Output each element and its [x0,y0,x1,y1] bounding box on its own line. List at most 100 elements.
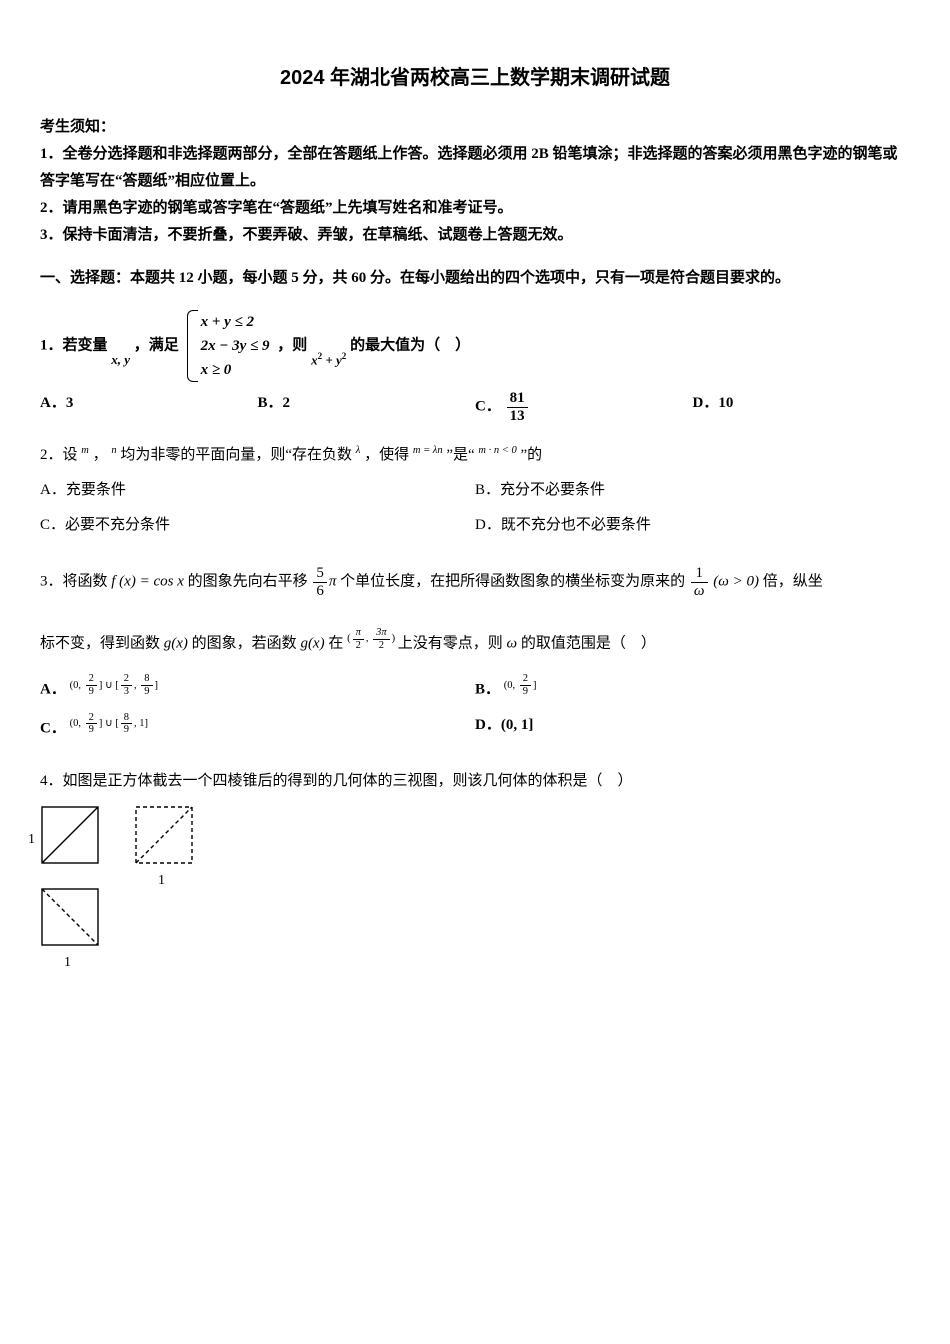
q3-id2: 2 [373,640,390,652]
q2-mid1: 均为非零的平面向量，则“存在负数 [120,447,352,463]
q1-mid2: ，则 [277,337,307,353]
q3a-t1: (0, [70,680,84,691]
q3c-t1: (0, [70,718,84,729]
q1-target-plus: + y [322,352,342,367]
q3-pi: π [329,573,337,589]
q3c-t2: ] ∪ [ [99,718,119,729]
q4-label-1: 1 [28,827,35,852]
q1-optc-num: 81 [507,390,528,408]
q2-mid3: ”是“ [446,447,474,463]
q1-c1: x + y ≤ 2 [201,310,270,334]
question-1: 1．若变量 x, y ，满足 x + y ≤ 2 2x − 3y ≤ 9 x ≥… [40,310,910,382]
q4-front-view: 1 [40,805,110,875]
q1-opt-b: B．2 [258,390,476,424]
q1-opt-a: A．3 [40,390,258,424]
q1-vars: x, y [111,348,130,371]
q3d: D．(0, 1] [475,717,533,733]
q3-int-r: ) [392,633,396,644]
q3-opt-d: D．(0, 1] [475,712,910,742]
q3-opt-a: A． (0, 29] ∪ [23, 89] [40,673,475,703]
q2-mid2: ，使得 [364,447,409,463]
q3-cond: (ω > 0) [713,573,759,589]
q1-target: x2 + y2 [311,348,346,372]
q3a-d3: 9 [141,686,152,698]
q1-optc-den: 13 [507,408,528,425]
q2-mid4: ”的 [520,447,542,463]
q4-label-2: 1 [158,868,165,893]
q3a-t3: , [134,680,139,691]
q4-three-views: 1 1 1 [40,805,910,957]
q1-c3: x ≥ 0 [201,358,270,382]
q3c-pre: C． [40,720,66,736]
q2-pre: 2．设 [40,447,78,463]
q1-mid1: ，满足 [134,337,179,353]
q3b-t1: (0, [504,680,518,691]
q3c-t3: , 1] [134,718,148,729]
q3-isep: , [366,633,371,644]
q1-opt-d: D．10 [693,390,911,424]
q3-g2: g(x) [300,635,324,651]
q2-opt-d: D．既不充分也不必要条件 [475,512,910,539]
q2-n: n [111,445,116,456]
q4-front-svg [40,805,100,865]
q3b-n1: 2 [520,673,531,686]
notice-head: 考生须知： [40,114,910,141]
notice-1: 1．全卷分选择题和非选择题两部分，全部在答题纸上作答。选择题必须用 2B 铅笔填… [40,141,910,195]
q2-comma: ， [93,447,108,463]
section-1-head: 一、选择题：本题共 12 小题，每小题 5 分，共 60 分。在每小题给出的四个… [40,265,910,292]
q3-shift-den: 6 [313,583,327,600]
question-2: 2．设 m ， n 均为非零的平面向量，则“存在负数 λ ，使得 m = λn … [40,442,910,469]
q3-l2b: 的图象，若函数 [192,635,297,651]
q2-m: m [81,445,89,456]
q3-mid3: 倍，纵坐 [763,573,823,589]
q1-optc-pre: C． [475,398,501,414]
q3c-n2: 8 [121,712,132,725]
q3-f: f (x) = cos x [111,573,184,589]
q2-options: A．充要条件 B．充分不必要条件 C．必要不充分条件 D．既不充分也不必要条件 [40,477,910,547]
q2-opt-c: C．必要不充分条件 [40,512,475,539]
q3b-pre: B． [475,682,500,698]
q3a-pre: A． [40,682,66,698]
q3-one: 1 [691,565,708,583]
q3-mid2: 个单位长度，在把所得函数图象的横坐标变为原来的 [340,573,685,589]
q1-target-sup2: 2 [342,351,347,361]
q4-side-svg [134,805,194,865]
q3-id1: 2 [353,640,364,652]
q3a-n3: 8 [141,673,152,686]
q1-post: 的最大值为（ ） [350,337,470,353]
q3a-t4: ] [155,680,159,691]
q3c-n1: 2 [86,712,97,725]
q3-mid1: 的图象先向右平移 [188,573,308,589]
q3a-d2: 3 [121,686,132,698]
q3-opt-b: B． (0, 29] [475,673,910,703]
question-4: 4．如图是正方体截去一个四棱锥后的得到的几何体的三视图，则该几何体的体积是（ ） [40,768,910,795]
q2-opt-b: B．充分不必要条件 [475,477,910,504]
q3c-d2: 9 [121,724,132,736]
q3-l2e: 的取值范围是（ ） [521,635,656,651]
q3-shift-num: 5 [313,565,327,583]
q4-top-view: 1 [40,887,110,957]
q4-top-svg [40,887,100,947]
question-3: 3．将函数 f (x) = cos x 的图象先向右平移 56π 个单位长度，在… [40,565,910,599]
q2-lambda: λ [356,445,361,456]
q3-g1: g(x) [164,635,188,651]
q3-in1: π [353,627,364,640]
q3-om2: ω [507,635,518,651]
q2-eq: m = λn [413,445,443,456]
q2-opt-a: A．充要条件 [40,477,475,504]
q3-options: A． (0, 29] ∪ [23, 89] B． (0, 29] C． (0, … [40,673,910,750]
q3a-n2: 2 [121,673,132,686]
q2-dot: m · n < 0 [478,445,516,456]
q3-l2c: 在 [328,635,343,651]
q3c-d1: 9 [86,724,97,736]
notice-3: 3．保持卡面清洁，不要折叠，不要弄破、弄皱，在草稿纸、试题卷上答题无效。 [40,222,910,249]
question-3-line2: 标不变，得到函数 g(x) 的图象，若函数 g(x) 在 (π2, 3π2) 上… [40,627,910,657]
q3a-d1: 9 [86,686,97,698]
q1-opt-c: C． 8113 [475,390,693,424]
q1-pre: 1．若变量 [40,337,108,353]
q3-l2d: 上没有零点，则 [398,635,503,651]
q3b-d1: 9 [520,686,531,698]
q1-constraints: x + y ≤ 2 2x − 3y ≤ 9 x ≥ 0 [187,310,270,382]
q4-label-3: 1 [64,950,71,975]
q1-options: A．3 B．2 C． 8113 D．10 [40,390,910,424]
